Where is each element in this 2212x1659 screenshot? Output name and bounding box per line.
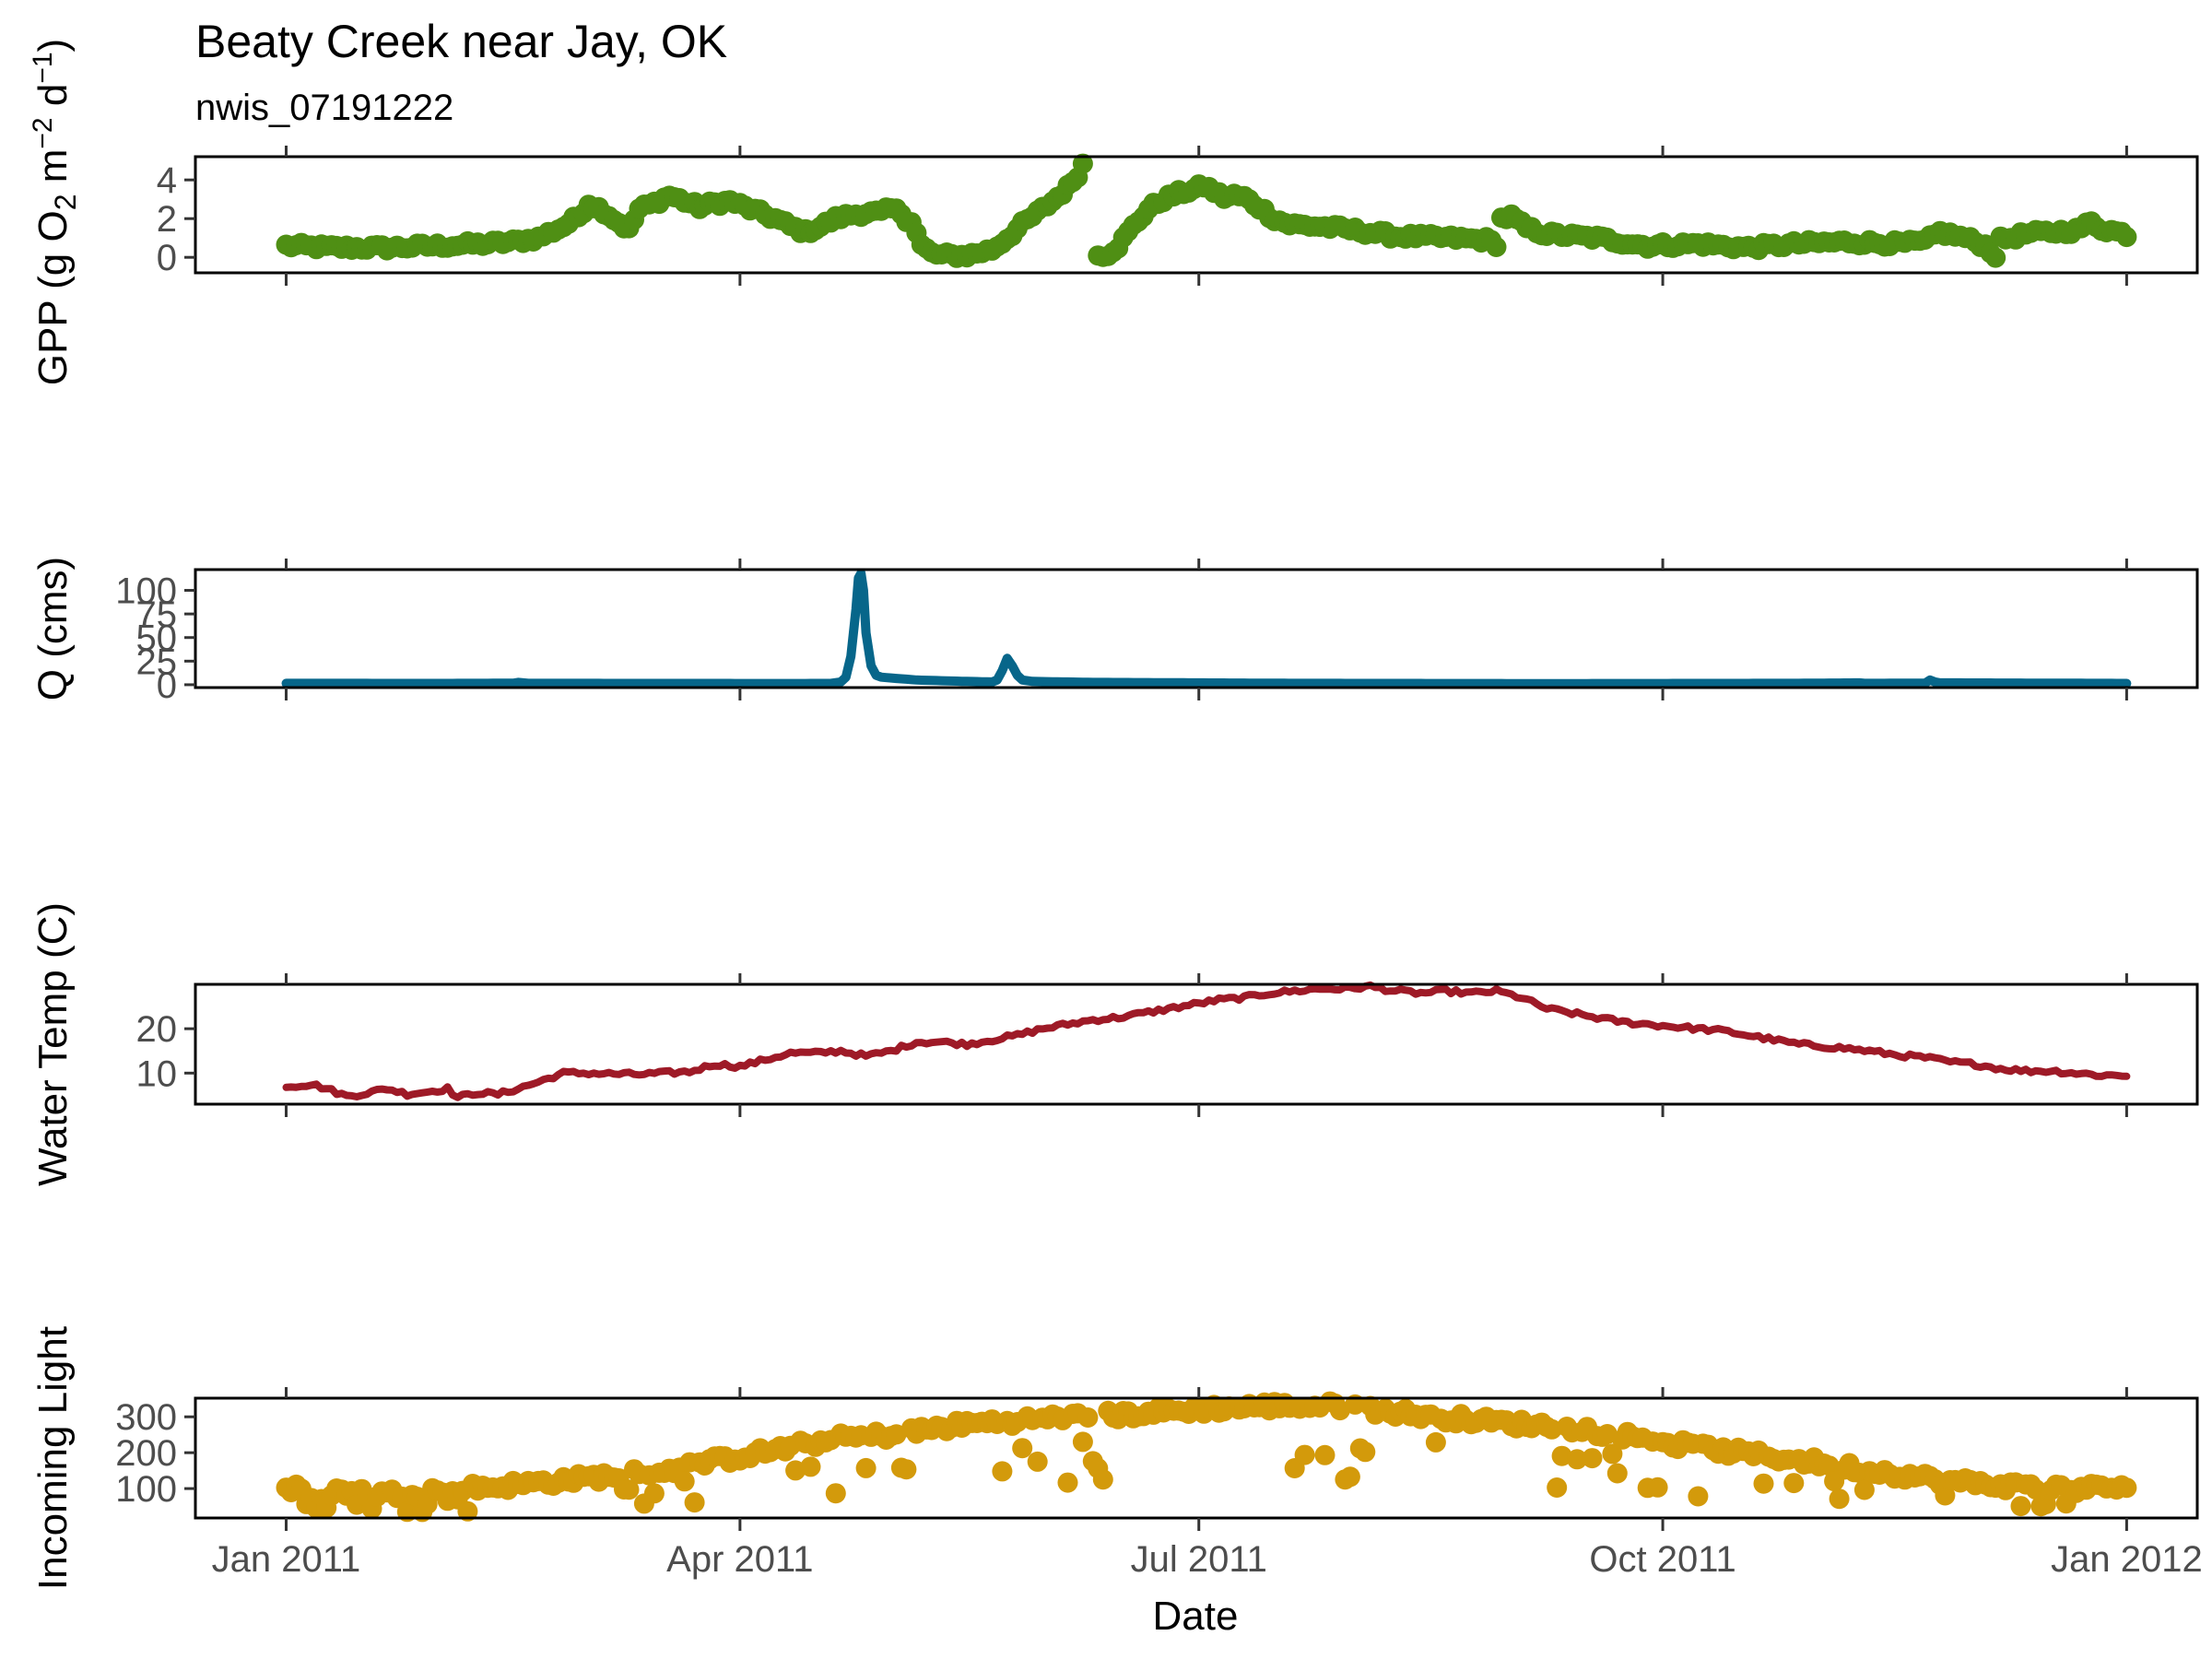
gpp-panel-border xyxy=(194,155,2199,275)
light-point xyxy=(1012,1438,1033,1459)
chart-title: Beaty Creek near Jay, OK xyxy=(195,16,727,67)
light-point xyxy=(1783,1473,1805,1494)
wt-y-tick-label: 10 xyxy=(136,1053,178,1094)
light-point xyxy=(1027,1451,1048,1472)
light-y-tick-label: 300 xyxy=(115,1397,177,1438)
gpp-point xyxy=(1486,237,1507,257)
light-point xyxy=(1425,1431,1446,1453)
light-point xyxy=(1547,1477,1568,1498)
light-panel-border xyxy=(194,1396,2199,1520)
wt-panel-border xyxy=(194,982,2199,1106)
light-y-tick-label: 100 xyxy=(115,1469,177,1510)
light-point xyxy=(1606,1463,1628,1484)
gpp-points xyxy=(276,153,2137,268)
x-tick-label: Jan 2011 xyxy=(212,1539,361,1580)
light-point xyxy=(800,1456,821,1477)
q-y-tick-label: 75 xyxy=(136,594,178,635)
light-point xyxy=(1541,1418,1562,1440)
x-tick-label: Jan 2012 xyxy=(2051,1539,2203,1580)
light-point xyxy=(1314,1444,1335,1465)
light-y-tick-label: 200 xyxy=(115,1433,177,1474)
light-point xyxy=(1829,1488,1850,1510)
x-tick-label: Oct 2011 xyxy=(1589,1539,1735,1580)
light-point xyxy=(2025,1479,2046,1500)
chart-subtitle: nwis_07191222 xyxy=(195,88,453,128)
light-point xyxy=(1294,1444,1315,1465)
q-y-tick-label: 25 xyxy=(136,641,178,682)
light-point xyxy=(992,1461,1013,1482)
gpp-y-axis-title-part: GPP (g O xyxy=(30,210,76,385)
light-point xyxy=(457,1500,478,1522)
gpp-y-axis-title-part: ) xyxy=(30,39,76,53)
light-point xyxy=(1077,1407,1099,1428)
gpp-y-axis-title-part: d xyxy=(30,84,76,118)
x-axis: Jan 2011 Apr 2011 Jul 2011 Oct 2011 Jan 2012 xyxy=(212,1539,2203,1580)
gpp-y-axis-title-part: 2 xyxy=(49,194,82,210)
light-point xyxy=(1057,1472,1078,1493)
light-point xyxy=(1339,1466,1360,1488)
light-points xyxy=(276,1391,2137,1523)
x-axis-title: Date xyxy=(1153,1594,1239,1639)
light-point xyxy=(1753,1473,1774,1494)
light-point xyxy=(1582,1448,1603,1469)
gpp-y-axis-title: GPP (g O2 m−2 d−1) xyxy=(28,39,82,385)
light-point xyxy=(1355,1441,1376,1463)
light-point xyxy=(785,1460,806,1481)
light-point xyxy=(2116,1477,2137,1499)
light-point xyxy=(618,1479,640,1500)
light-point xyxy=(1092,1469,1113,1490)
q-y-tick-label: 0 xyxy=(157,665,177,706)
gpp-y-tick-label: 2 xyxy=(157,199,177,240)
wt-y-tick-label: 20 xyxy=(136,1009,178,1050)
gpp-y-axis-title-part: −2 xyxy=(28,117,58,148)
wt-line xyxy=(282,981,2131,1101)
q-y-tick-label: 100 xyxy=(115,571,177,612)
light-point xyxy=(825,1483,846,1504)
light-point xyxy=(1551,1445,1572,1466)
gpp-point xyxy=(2116,227,2137,248)
light-point xyxy=(1602,1443,1623,1465)
wt-y-axis-title: Water Temp (C) xyxy=(30,902,76,1186)
q-line xyxy=(281,569,2132,688)
light-point xyxy=(2010,1496,2031,1517)
light-y-axis-title: Incoming Light xyxy=(30,1326,76,1590)
x-tick-label: Jul 2011 xyxy=(1131,1539,1267,1580)
gpp-y-tick-label: 4 xyxy=(157,160,177,201)
light-point xyxy=(1072,1431,1093,1453)
x-tick-label: Apr 2011 xyxy=(666,1539,813,1580)
gpp-point xyxy=(1985,247,2006,268)
gpp-y-axis-title-part: m xyxy=(30,149,76,194)
gpp-point xyxy=(1072,153,1093,174)
light-point xyxy=(896,1459,917,1480)
light-point xyxy=(643,1483,665,1504)
light-point xyxy=(674,1471,695,1492)
q-y-axis-title: Q (cms) xyxy=(30,557,76,700)
light-point xyxy=(1647,1477,1668,1498)
light-point xyxy=(1688,1486,1709,1507)
q-panel-border xyxy=(194,568,2199,689)
light-point xyxy=(1567,1449,1588,1470)
q-y-tick-label: 50 xyxy=(136,618,178,659)
light-point xyxy=(684,1492,705,1513)
gpp-y-axis-title-part: −1 xyxy=(28,52,58,83)
light-point xyxy=(855,1457,877,1478)
gpp-y-tick-label: 0 xyxy=(157,238,177,278)
light-point xyxy=(1853,1479,1875,1500)
